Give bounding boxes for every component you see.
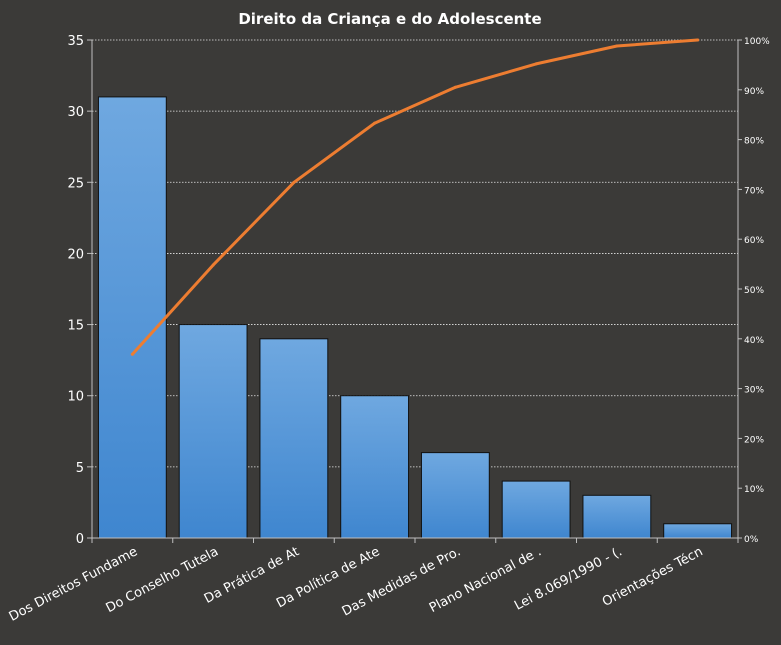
y-tick-label: 0 — [76, 532, 84, 547]
bar-4 — [340, 395, 410, 539]
y2-tick-label: 90% — [744, 87, 764, 97]
cumulative-point-8 — [696, 38, 700, 42]
cumulative-line-series — [130, 38, 700, 356]
y-tick-label: 10 — [67, 390, 84, 405]
bar-series — [97, 96, 733, 539]
cumulative-point-7 — [615, 44, 619, 48]
y2-tick-label: 80% — [744, 137, 764, 147]
bar-7 — [582, 494, 652, 539]
y2-tick-label: 20% — [744, 435, 764, 445]
y2-tick-label: 10% — [744, 485, 764, 495]
bar-2 — [178, 324, 248, 539]
y2-tick-label: 30% — [744, 386, 764, 396]
y2-tick-label: 70% — [744, 186, 764, 196]
y2-tick-label: 50% — [744, 286, 764, 296]
y2-tick-label: 0% — [744, 535, 759, 545]
cumulative-point-5 — [453, 85, 457, 89]
gridlines — [92, 39, 738, 468]
cumulative-point-3 — [292, 180, 296, 184]
cumulative-point-2 — [211, 263, 215, 267]
y-tick-label: 20 — [67, 247, 84, 262]
y2-tick-label: 40% — [744, 336, 764, 346]
cumulative-line — [130, 38, 700, 356]
chart-title: Direito da Criança e do Adolescente — [238, 10, 541, 28]
x-category-label: Dos Direitos Fundame — [7, 544, 141, 624]
bar-5 — [420, 452, 490, 539]
bar-6 — [501, 480, 571, 539]
y-tick-label: 30 — [67, 105, 84, 120]
bar-1 — [97, 96, 167, 539]
y-tick-label: 25 — [67, 176, 84, 191]
y-tick-label: 5 — [76, 461, 84, 476]
y2-tick-label: 60% — [744, 236, 764, 246]
y2-tick-label: 100% — [744, 37, 770, 47]
cumulative-point-6 — [534, 62, 538, 66]
bar-8 — [663, 523, 733, 539]
cumulative-point-4 — [373, 121, 377, 125]
y-tick-label: 35 — [67, 34, 84, 49]
y-tick-label: 15 — [67, 319, 84, 334]
bar-3 — [259, 338, 329, 539]
cumulative-point-1 — [130, 352, 134, 356]
